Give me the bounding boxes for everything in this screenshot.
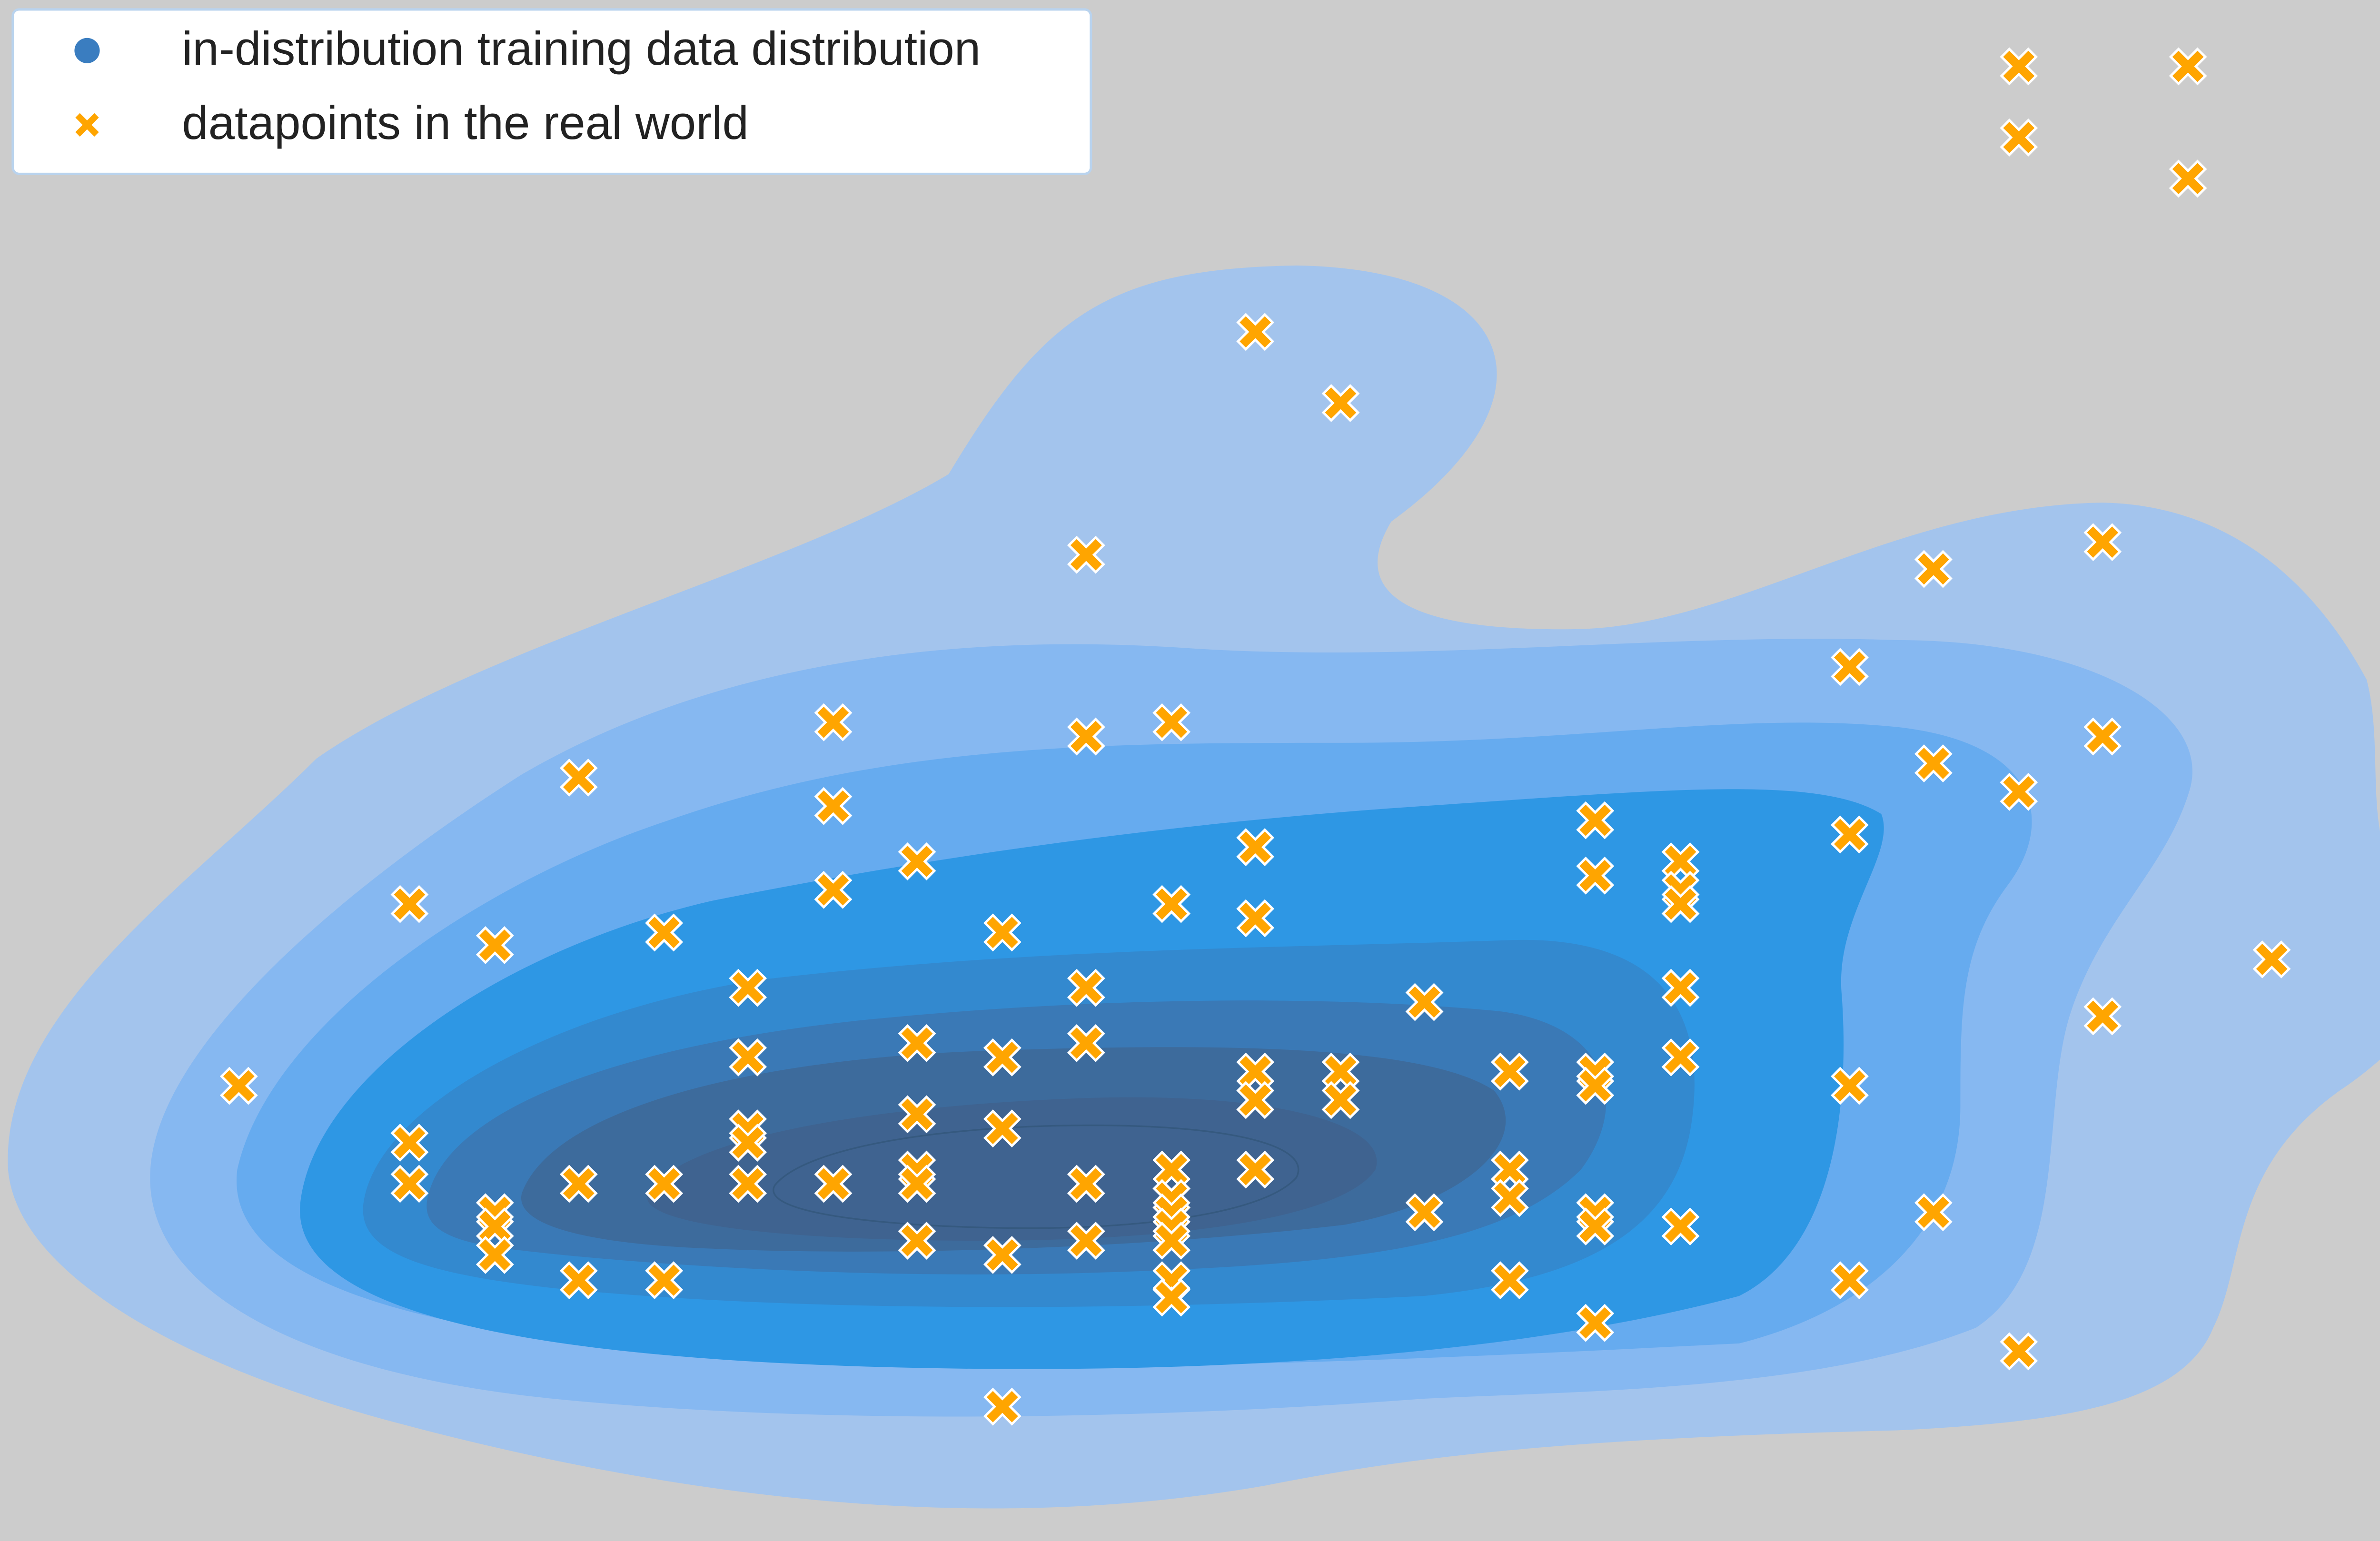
point (1830, 648, 1869, 686)
point (2169, 47, 2207, 86)
legend-box (11, 8, 1092, 175)
point (898, 1024, 936, 1062)
point (1067, 968, 1105, 1007)
point (814, 787, 853, 825)
point (729, 968, 767, 1007)
point (1236, 313, 1275, 351)
point (390, 1165, 429, 1203)
point (2252, 940, 2291, 978)
point (1490, 1261, 1529, 1299)
point (1830, 815, 1869, 854)
point (729, 1038, 767, 1077)
point (2000, 47, 2038, 86)
point (645, 913, 684, 952)
point (476, 926, 514, 964)
point (898, 1222, 936, 1260)
point (729, 1165, 767, 1203)
legend-marker (74, 38, 100, 63)
point (2000, 772, 2038, 811)
point (983, 1109, 1021, 1148)
point (1067, 1165, 1105, 1203)
point (559, 1165, 598, 1203)
point (1830, 1261, 1869, 1299)
point (1152, 1222, 1191, 1260)
point (559, 759, 598, 797)
point (645, 1165, 684, 1203)
point (2169, 159, 2207, 198)
point (2000, 119, 2038, 157)
point (2083, 997, 2122, 1036)
legend: in-distribution training data distributi… (11, 8, 1092, 175)
point (1914, 1193, 1953, 1232)
point (1067, 535, 1105, 574)
point (645, 1261, 684, 1299)
contour-line (773, 1124, 1299, 1229)
point (1661, 968, 1700, 1007)
point (1576, 856, 1615, 895)
point (2000, 1332, 2038, 1371)
point (1490, 1179, 1529, 1217)
point (1661, 1207, 1700, 1246)
contour (647, 1097, 1377, 1241)
point (1321, 384, 1360, 422)
point (983, 1235, 1021, 1274)
point (1067, 1222, 1105, 1260)
point (1236, 828, 1275, 866)
point (1152, 885, 1191, 923)
point (1490, 1052, 1529, 1091)
point (983, 913, 1021, 952)
point (2083, 523, 2122, 562)
point (2083, 717, 2122, 756)
point (1914, 744, 1953, 782)
point (898, 1095, 936, 1134)
point (898, 1165, 936, 1203)
point (1661, 1038, 1700, 1077)
point (1576, 1067, 1615, 1105)
legend-label: in-distribution training data distributi… (182, 22, 981, 75)
point (1067, 1024, 1105, 1062)
point (1576, 801, 1615, 840)
point (1576, 1304, 1615, 1342)
legend-label: datapoints in the real world (182, 97, 749, 149)
point (1405, 983, 1444, 1021)
point (1236, 1081, 1275, 1119)
point (1914, 550, 1953, 588)
point (983, 1038, 1021, 1077)
point (390, 1124, 429, 1162)
point (1236, 1150, 1275, 1189)
point (476, 1235, 514, 1274)
point (814, 703, 853, 741)
point (729, 1124, 767, 1162)
point (1067, 717, 1105, 756)
point (1152, 1278, 1191, 1317)
point (1661, 885, 1700, 923)
point (1576, 1207, 1615, 1246)
point (1321, 1081, 1360, 1119)
point (898, 842, 936, 880)
point (390, 885, 429, 923)
points (219, 47, 2291, 1426)
point (1152, 703, 1191, 741)
point (1236, 899, 1275, 938)
point (559, 1261, 598, 1299)
point (814, 870, 853, 909)
point (983, 1387, 1021, 1426)
legend-marker (73, 111, 101, 139)
point (1405, 1193, 1444, 1232)
point (219, 1067, 258, 1105)
point (1830, 1067, 1869, 1105)
point (814, 1165, 853, 1203)
